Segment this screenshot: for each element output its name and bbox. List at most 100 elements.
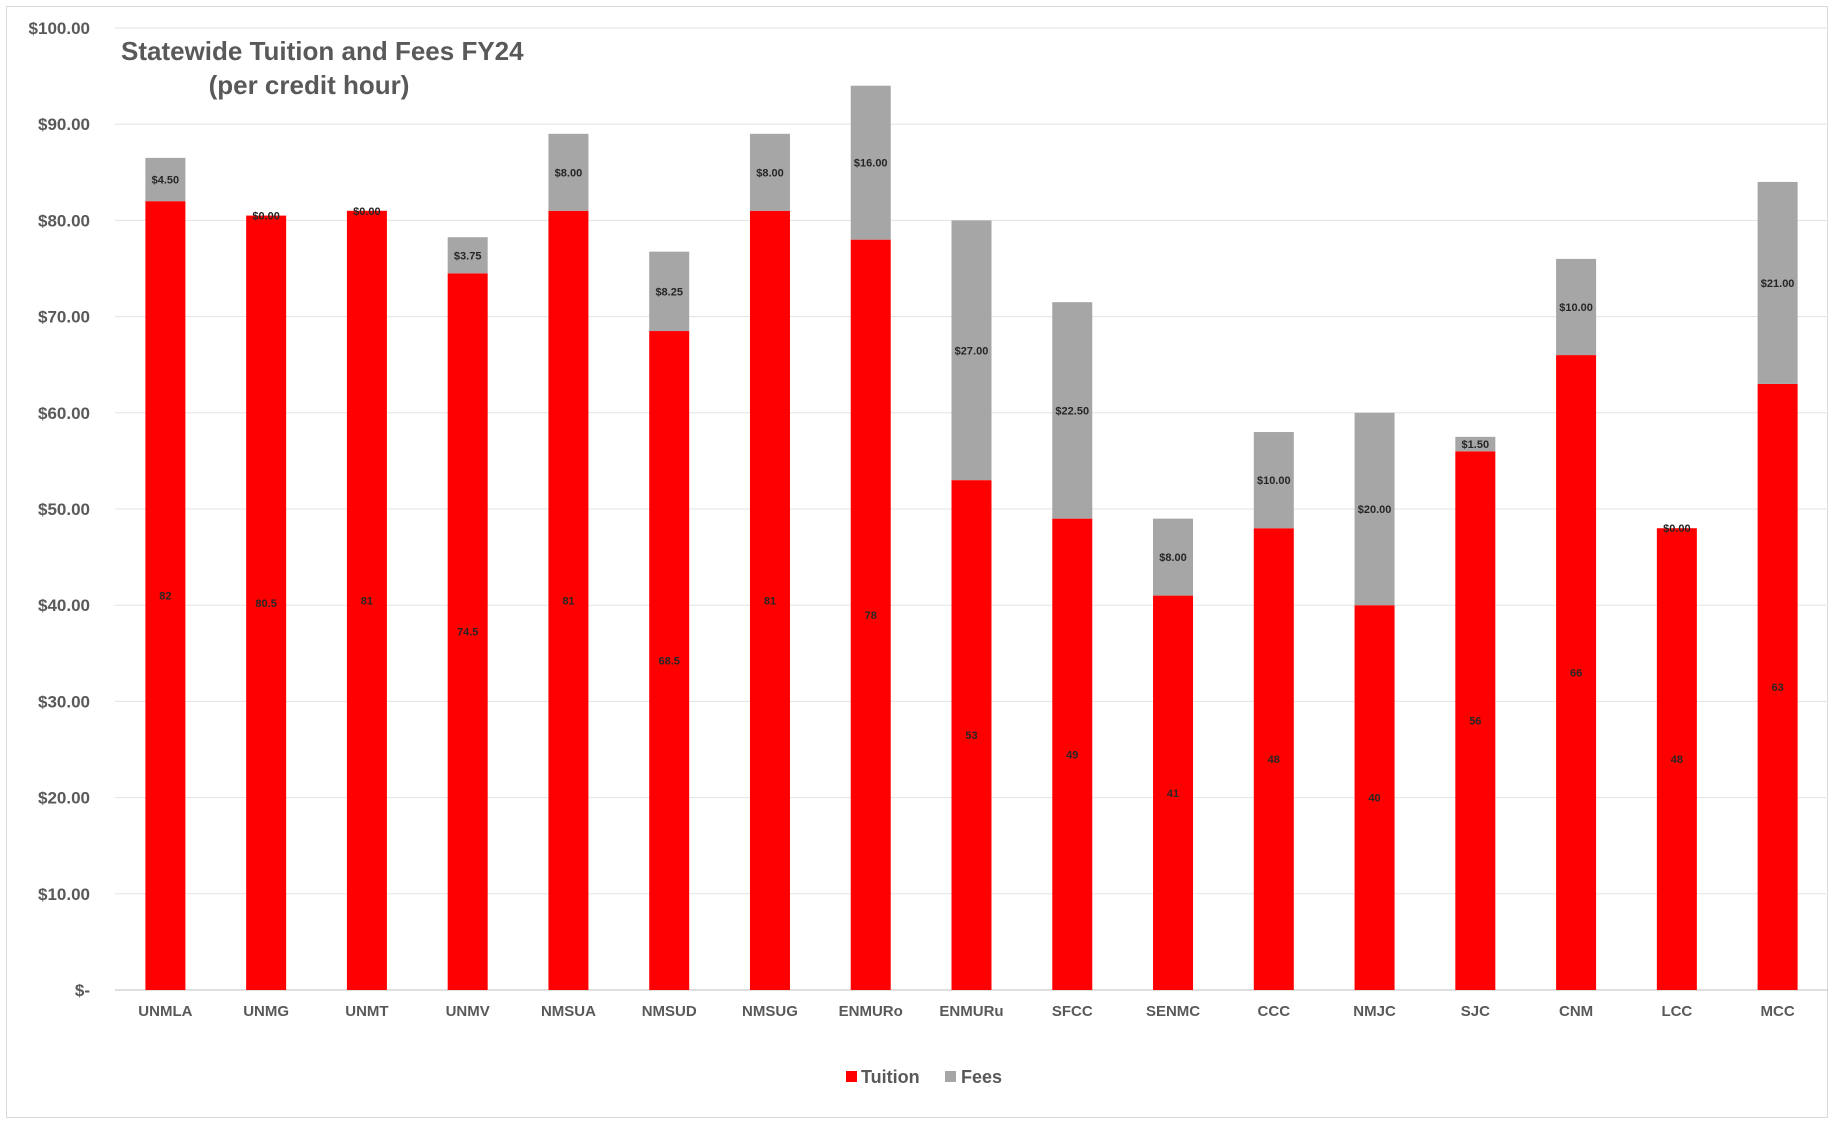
y-tick-label: $90.00 <box>38 115 90 134</box>
data-label-fees: $20.00 <box>1358 504 1392 516</box>
y-tick-label: $50.00 <box>38 500 90 519</box>
chart-title: Statewide Tuition and Fees FY24 <box>121 36 524 66</box>
bar-fees <box>850 85 891 240</box>
y-tick-label: $60.00 <box>38 404 90 423</box>
bar-fees <box>649 251 690 332</box>
bar-fees <box>548 133 589 211</box>
legend-swatch-fees <box>945 1071 956 1082</box>
x-tick-label: NMSUA <box>541 1003 596 1020</box>
bar-fees <box>1253 432 1294 529</box>
data-label-fees: $8.25 <box>655 286 683 298</box>
data-label-tuition: 63 <box>1771 682 1783 694</box>
data-label-tuition: 82 <box>159 591 171 603</box>
data-label-fees: $22.50 <box>1055 405 1089 417</box>
data-label-tuition: 66 <box>1570 668 1582 680</box>
bar-fees <box>145 157 186 202</box>
data-label-tuition: 48 <box>1268 754 1280 766</box>
x-tick-label: NMSUG <box>742 1003 798 1020</box>
data-label-fees: $0.00 <box>252 211 280 223</box>
data-label-fees: $8.00 <box>1159 552 1187 564</box>
bar-tuition <box>749 210 790 990</box>
y-tick-label: $40.00 <box>38 596 90 615</box>
bar-tuition <box>1556 355 1597 991</box>
legend: Tuition Fees <box>846 1067 1002 1087</box>
x-tick-label: SJC <box>1461 1003 1490 1020</box>
x-tick-label: NMJC <box>1353 1003 1396 1020</box>
bar-fees <box>1354 412 1395 606</box>
x-tick-label: CNM <box>1559 1003 1593 1020</box>
legend-label-tuition: Tuition <box>861 1067 920 1087</box>
data-label-fees: $1.50 <box>1462 439 1490 451</box>
x-axis-ticks: UNMLA UNMG UNMT UNMV NMSUA NMSUD NMSUG ENMURo EN… <box>138 1003 1795 1020</box>
bars <box>145 85 1798 991</box>
bar-tuition <box>1455 451 1496 990</box>
legend-label-fees: Fees <box>961 1067 1002 1087</box>
x-tick-label: CCC <box>1258 1003 1291 1020</box>
legend-swatch-tuition <box>846 1071 857 1082</box>
y-tick-label: $20.00 <box>38 789 90 808</box>
data-label-fees: $8.00 <box>555 167 583 179</box>
y-tick-label: $100.00 <box>29 19 90 38</box>
data-label-tuition: 80.5 <box>255 598 276 610</box>
data-label-fees: $21.00 <box>1761 278 1795 290</box>
bar-fees <box>1757 181 1798 384</box>
bar-tuition <box>850 239 891 990</box>
data-label-fees: $4.50 <box>152 175 180 187</box>
data-label-fees: $10.00 <box>1559 302 1593 314</box>
bar-tuition <box>1253 528 1294 990</box>
data-label-fees: $0.00 <box>1663 523 1691 535</box>
chart-frame <box>6 6 1828 1118</box>
data-label-tuition: 53 <box>965 730 977 742</box>
data-label-tuition: 48 <box>1671 754 1683 766</box>
bar-fees <box>951 220 992 481</box>
data-label-fees: $10.00 <box>1257 475 1291 487</box>
bar-fees <box>1455 436 1496 452</box>
chart-subtitle: (per credit hour) <box>209 70 410 100</box>
data-label-tuition: 81 <box>764 595 776 607</box>
bar-tuition <box>145 201 186 990</box>
data-label-fees: $16.00 <box>854 158 888 170</box>
x-tick-label: LCC <box>1661 1003 1692 1020</box>
x-tick-label: ENMURo <box>839 1003 903 1020</box>
bar-tuition <box>951 480 992 990</box>
y-tick-label: $10.00 <box>38 885 90 904</box>
x-tick-label: UNMLA <box>138 1003 192 1020</box>
bar-fees <box>1556 258 1597 356</box>
x-tick-label: UNMV <box>446 1003 490 1020</box>
bar-tuition <box>1757 383 1798 990</box>
x-tick-label: UNMT <box>345 1003 388 1020</box>
data-label-tuition: 81 <box>562 595 574 607</box>
y-axis-ticks: $- $10.00 $20.00 $30.00 $40.00 $50.00 $60.00 $7… <box>29 19 90 1000</box>
data-label-tuition: 41 <box>1167 788 1179 800</box>
bar-fees <box>749 133 790 211</box>
x-tick-label: UNMG <box>243 1003 289 1020</box>
bar-tuition <box>246 215 287 991</box>
y-tick-label: $- <box>75 981 90 1000</box>
y-tick-label: $30.00 <box>38 692 90 711</box>
bar-fees <box>447 237 488 274</box>
data-label-tuition: 40 <box>1368 793 1380 805</box>
x-tick-label: ENMURu <box>939 1003 1003 1020</box>
x-tick-label: SENMC <box>1146 1003 1200 1020</box>
data-label-tuition: 78 <box>865 610 877 622</box>
bar-tuition <box>1656 528 1697 990</box>
data-label-fees: $0.00 <box>353 206 381 218</box>
x-tick-label: SFCC <box>1052 1003 1093 1020</box>
x-tick-label: NMSUD <box>642 1003 697 1020</box>
data-label-tuition: 74.5 <box>457 627 478 639</box>
bar-tuition <box>346 210 387 990</box>
bar-fees <box>1052 302 1093 519</box>
y-tick-label: $80.00 <box>38 211 90 230</box>
bar-tuition <box>649 331 690 990</box>
data-label-tuition: 81 <box>361 595 373 607</box>
bar-tuition <box>1354 605 1395 990</box>
bar-tuition <box>1052 518 1093 990</box>
data-label-tuition: 68.5 <box>658 656 679 668</box>
data-label-fees: $8.00 <box>756 167 784 179</box>
bar-tuition <box>447 273 488 990</box>
bar-tuition <box>1153 595 1194 990</box>
data-label-tuition: 49 <box>1066 749 1078 761</box>
bar-fees <box>1153 518 1194 596</box>
data-label-fees: $3.75 <box>454 250 482 262</box>
